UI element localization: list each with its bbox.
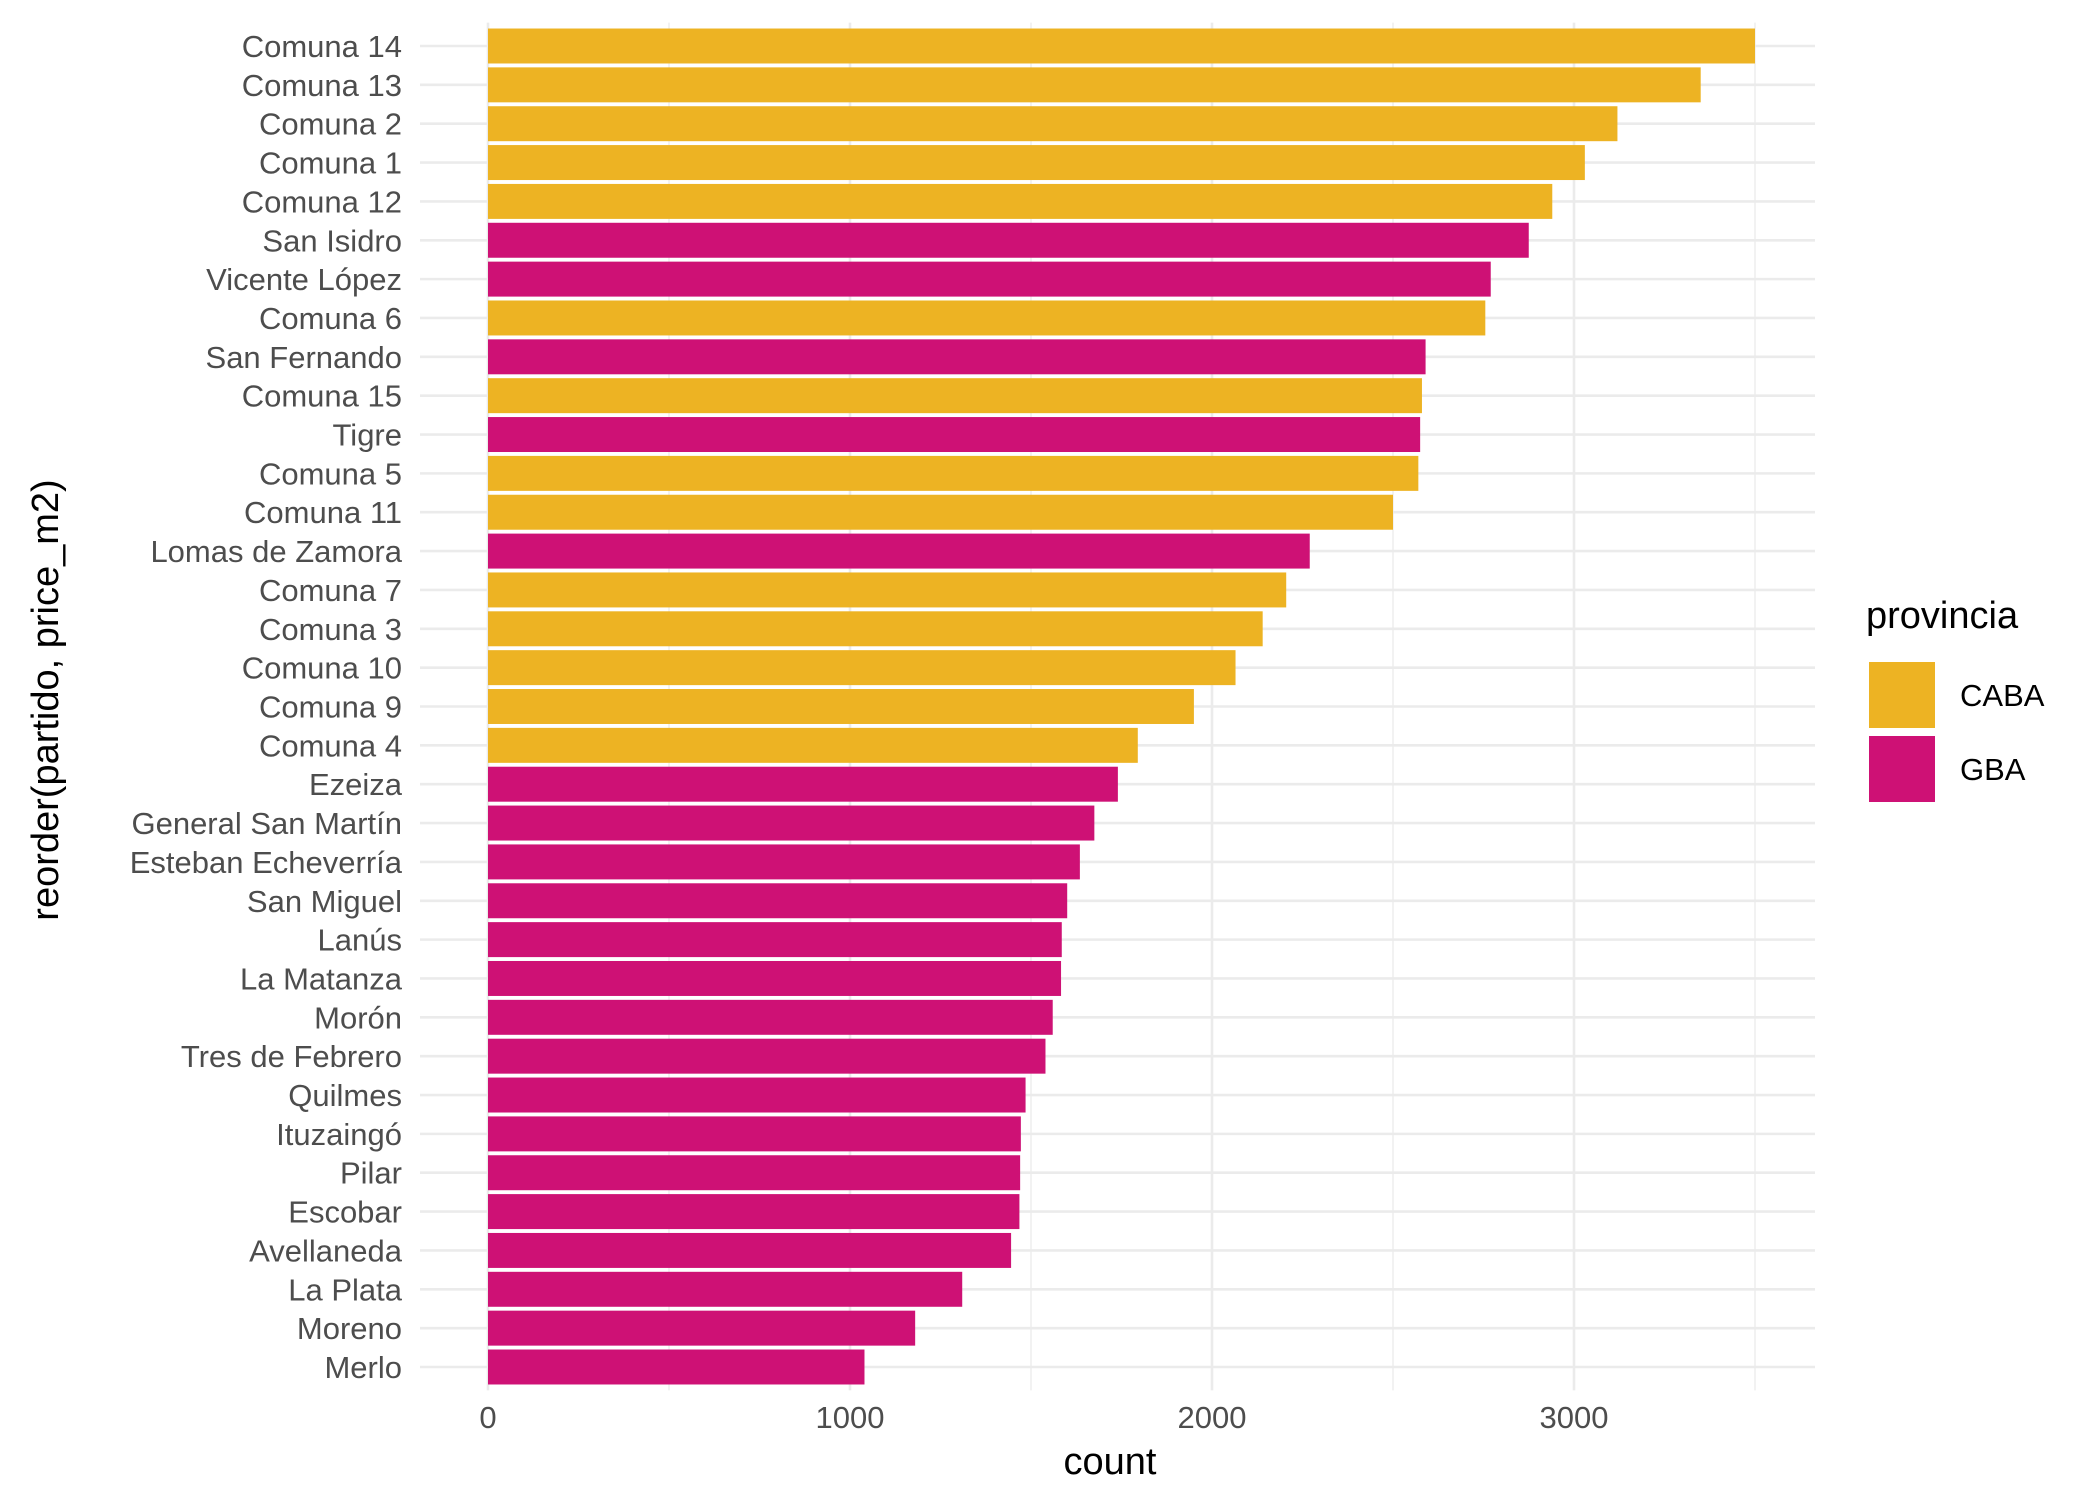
bar-san-fernando	[488, 339, 1426, 375]
y-tick-label: San Fernando	[206, 340, 402, 375]
y-tick-label: Vicente López	[206, 262, 402, 297]
legend-swatch-gba	[1869, 736, 1935, 802]
bar-comuna-2	[488, 106, 1618, 142]
x-tick-label: 0	[479, 1400, 496, 1435]
bars-layer	[488, 28, 1755, 1385]
bar-comuna-14	[488, 28, 1755, 64]
bar-comuna-4	[488, 727, 1138, 763]
y-tick-label: Comuna 6	[259, 301, 402, 336]
bar-comuna-15	[488, 378, 1422, 414]
bar-avellaneda	[488, 1232, 1012, 1268]
y-tick-label: San Miguel	[247, 884, 402, 919]
bar-pilar	[488, 1155, 1021, 1191]
y-tick-label: Comuna 5	[259, 456, 402, 491]
y-tick-label: Lomas de Zamora	[150, 534, 402, 569]
y-tick-label: Pilar	[340, 1156, 402, 1191]
y-tick-label: Comuna 9	[259, 690, 402, 725]
y-tick-label: Lanús	[318, 923, 402, 958]
bar-lomas-de-zamora	[488, 533, 1310, 569]
bar-tigre	[488, 417, 1421, 453]
y-tick-label: Comuna 13	[242, 68, 402, 103]
y-tick-label: Quilmes	[288, 1078, 402, 1113]
bar-lan-s	[488, 922, 1062, 958]
y-tick-label: Comuna 7	[259, 573, 402, 608]
y-tick-label: Ezeiza	[309, 767, 403, 802]
y-tick-label: Comuna 12	[242, 184, 402, 219]
x-tick-labels: 0 1000 2000 3000	[479, 1400, 1608, 1435]
y-axis-title: reorder(partido, price_m2)	[25, 479, 67, 920]
y-tick-label: La Matanza	[240, 961, 403, 996]
x-tick-label: 2000	[1178, 1400, 1247, 1435]
y-tick-label: Comuna 14	[242, 29, 402, 64]
bar-quilmes	[488, 1077, 1026, 1113]
y-tick-label: Comuna 15	[242, 379, 402, 414]
bar-comuna-13	[488, 67, 1701, 103]
y-tick-label: Comuna 10	[242, 651, 402, 686]
y-tick-label: Morón	[314, 1000, 402, 1035]
bar-la-plata	[488, 1271, 963, 1307]
y-tick-label: General San Martín	[131, 806, 402, 841]
y-tick-label: Comuna 1	[259, 146, 402, 181]
bar-comuna-1	[488, 145, 1585, 181]
bar-san-miguel	[488, 883, 1068, 919]
bar-comuna-5	[488, 455, 1419, 491]
bar-mor-n	[488, 999, 1053, 1035]
bar-moreno	[488, 1310, 916, 1346]
bar-esteban-echeverr-a	[488, 844, 1080, 880]
y-tick-label: Comuna 11	[244, 495, 402, 530]
bar-ezeiza	[488, 766, 1118, 802]
x-axis-title: count	[1064, 1441, 1157, 1483]
bar-comuna-7	[488, 572, 1287, 608]
bar-comuna-3	[488, 611, 1263, 647]
legend: provincia CABA GBA	[1866, 595, 2045, 802]
y-tick-label: Moreno	[297, 1311, 402, 1346]
y-tick-label: Merlo	[324, 1350, 402, 1385]
legend-title: provincia	[1866, 595, 2019, 637]
y-tick-label: Comuna 4	[259, 728, 402, 763]
x-tick-label: 3000	[1540, 1400, 1609, 1435]
y-tick-label: La Plata	[288, 1272, 403, 1307]
y-tick-label: Avellaneda	[249, 1233, 403, 1268]
bar-comuna-10	[488, 650, 1236, 686]
bar-comuna-9	[488, 689, 1194, 724]
bar-vicente-l-pez	[488, 261, 1491, 297]
bar-tres-de-febrero	[488, 1038, 1046, 1074]
y-tick-label: Comuna 2	[259, 107, 402, 142]
y-tick-label: Tigre	[333, 418, 402, 453]
bar-escobar	[488, 1194, 1020, 1230]
y-tick-label: Ituzaingó	[276, 1117, 402, 1152]
bar-la-matanza	[488, 960, 1062, 996]
bar-general-san-mart-n	[488, 805, 1095, 841]
bar-ituzaing-	[488, 1116, 1021, 1152]
bar-comuna-11	[488, 494, 1393, 530]
bar-san-isidro	[488, 222, 1529, 258]
y-tick-label: Comuna 3	[259, 612, 402, 647]
legend-label-gba: GBA	[1960, 752, 2026, 787]
y-tick-label: Tres de Febrero	[181, 1039, 402, 1074]
y-tick-label: Escobar	[288, 1195, 402, 1230]
legend-label-caba: CABA	[1960, 678, 2045, 713]
legend-swatch-caba	[1869, 662, 1935, 728]
bar-comuna-6	[488, 300, 1486, 336]
bar-merlo	[488, 1349, 865, 1385]
y-tick-label: Esteban Echeverría	[130, 845, 403, 880]
y-tick-label: San Isidro	[262, 223, 402, 258]
x-tick-label: 1000	[816, 1400, 885, 1435]
bar-comuna-12	[488, 183, 1553, 219]
